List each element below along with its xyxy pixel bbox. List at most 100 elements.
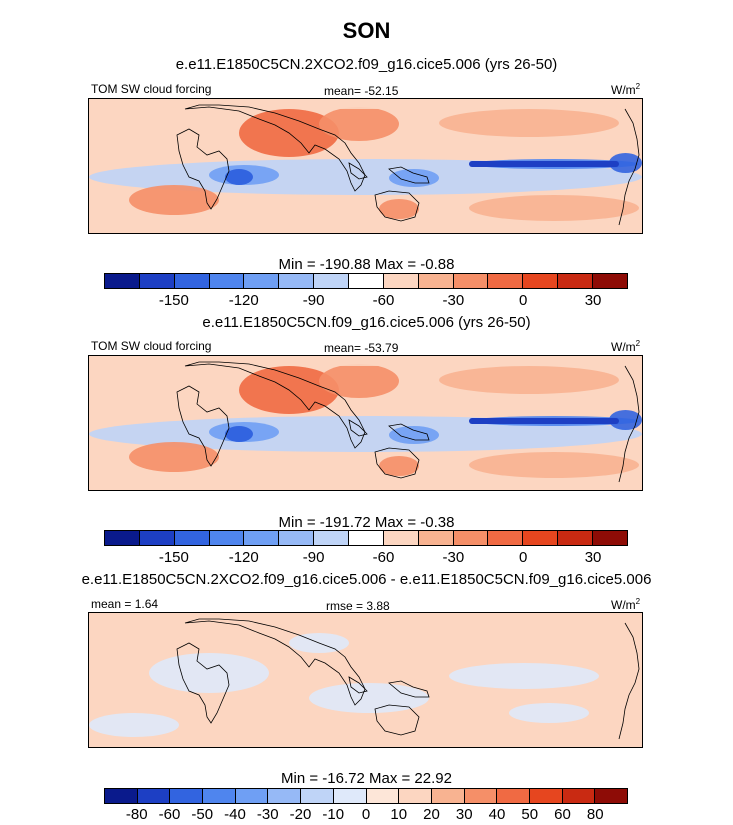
colorbar-tick-label: -90	[302, 549, 325, 566]
colorbar-swatch	[301, 789, 334, 803]
colorbar-swatch	[488, 274, 524, 288]
panel-3-map	[88, 612, 643, 748]
colorbar-tick-label: 30	[584, 292, 602, 309]
panel-1-units: W/m2	[611, 82, 641, 97]
colorbar-swatch	[174, 531, 210, 545]
colorbar-swatch	[105, 531, 140, 545]
panel-2-mean-label: mean= -53.79	[324, 341, 399, 355]
colorbar-swatch	[105, 789, 138, 803]
colorbar-tick-label: -50	[191, 806, 214, 823]
panel-1-colorbar-ticks: -150 -120 -90 -60 -30 0 30	[104, 292, 628, 310]
panel-3-rmse-label: rmse = 3.88	[326, 599, 390, 613]
panel-3-minmax: Min = -16.72 Max = 22.92	[281, 770, 452, 787]
colorbar-swatch	[170, 789, 204, 803]
colorbar-swatch	[244, 531, 280, 545]
colorbar-swatch	[593, 531, 627, 545]
colorbar-swatch	[418, 274, 454, 288]
colorbar-swatch	[235, 789, 269, 803]
colorbar-swatch	[209, 531, 245, 545]
panel-1-mean-label: mean= -52.15	[324, 84, 399, 98]
panel-3-title: e.e11.E1850C5CN.2XCO2.f09_g16.cice5.006 …	[81, 571, 652, 588]
colorbar-swatch	[562, 789, 596, 803]
colorbar-tick-label: 0	[519, 549, 528, 566]
colorbar-tick-label: -150	[158, 549, 189, 566]
colorbar-tick-label: 0	[361, 806, 371, 823]
colorbar-swatch	[529, 789, 563, 803]
colorbar-swatch	[349, 531, 384, 545]
panel-2-map	[88, 355, 643, 491]
colorbar-tick-label: -30	[442, 549, 465, 566]
colorbar-tick-label: 0	[519, 292, 528, 309]
colorbar-swatch	[523, 274, 559, 288]
colorbar-tick-label: -60	[372, 549, 395, 566]
colorbar-swatch	[418, 531, 454, 545]
colorbar-swatch	[497, 789, 530, 803]
panel-1-minmax: Min = -190.88 Max = -0.88	[278, 256, 455, 273]
colorbar-swatch	[139, 274, 175, 288]
colorbar-swatch	[558, 531, 594, 545]
colorbar-swatch	[349, 274, 384, 288]
colorbar-tick-label: 30	[584, 549, 602, 566]
colorbar-swatch	[314, 531, 350, 545]
colorbar-tick-label: -60	[372, 292, 395, 309]
colorbar-tick-label: -40	[224, 806, 246, 823]
colorbar-swatch	[399, 789, 432, 803]
colorbar-tick-label: -120	[228, 292, 259, 309]
colorbar-swatch	[595, 789, 627, 803]
colorbar-tick-label: -150	[158, 292, 189, 309]
colorbar-tick-label: -120	[228, 549, 259, 566]
colorbar-tick-label: 80	[586, 806, 604, 823]
colorbar-swatch	[453, 531, 489, 545]
colorbar-tick-label: -30	[442, 292, 465, 309]
colorbar-swatch	[268, 789, 302, 803]
colorbar-swatch	[105, 274, 140, 288]
colorbar-swatch	[314, 274, 350, 288]
panel-3-mean-label: mean = 1.64	[91, 597, 159, 611]
colorbar-tick-label: -20	[289, 806, 312, 823]
colorbar-tick-label: 10	[390, 806, 408, 823]
colorbar-tick-label: 40	[488, 806, 506, 823]
colorbar-tick-label: -60	[158, 806, 181, 823]
panel-2-variable-label: TOM SW cloud forcing	[91, 339, 212, 353]
colorbar-swatch	[383, 274, 419, 288]
colorbar-swatch	[383, 531, 419, 545]
colorbar-swatch	[431, 789, 465, 803]
colorbar-swatch	[523, 531, 559, 545]
colorbar-swatch	[139, 531, 175, 545]
panel-1-colorbar	[104, 273, 628, 289]
colorbar-swatch	[244, 274, 280, 288]
figure-title: SON	[342, 18, 391, 43]
colorbar-swatch	[333, 789, 367, 803]
colorbar-swatch	[464, 789, 498, 803]
panel-2-minmax: Min = -191.72 Max = -0.38	[278, 514, 455, 531]
colorbar-swatch	[203, 789, 236, 803]
panel-2-colorbar-ticks: -150 -120 -90 -60 -30 0 30	[104, 549, 628, 567]
colorbar-swatch	[137, 789, 171, 803]
colorbar-swatch	[366, 789, 400, 803]
panel-3-colorbar-ticks: -80 -60 -50 -40 -30 -20 -10 0 10 20 30 40 50 60 80	[104, 806, 628, 824]
colorbar-tick-label: -30	[256, 806, 279, 823]
colorbar-tick-label: 60	[554, 806, 571, 823]
panel-1-variable-label: TOM SW cloud forcing	[91, 82, 212, 96]
panel-3-colorbar	[104, 788, 628, 804]
panel-2-units: W/m2	[611, 339, 641, 354]
colorbar-swatch	[453, 274, 489, 288]
colorbar-tick-label: 20	[423, 806, 440, 823]
colorbar-swatch	[593, 274, 627, 288]
panel-1-title: e.e11.E1850C5CN.2XCO2.f09_g16.cice5.006 …	[175, 56, 558, 73]
panel-1-map	[88, 98, 643, 234]
colorbar-tick-label: -80	[125, 806, 148, 823]
panel-2-title: e.e11.E1850C5CN.f09_g16.cice5.006 (yrs 2…	[202, 314, 531, 331]
panel-2-colorbar	[104, 530, 628, 546]
colorbar-swatch	[209, 274, 245, 288]
colorbar-swatch	[279, 531, 315, 545]
panel-3-units: W/m2	[611, 597, 641, 612]
colorbar-swatch	[174, 274, 210, 288]
colorbar-tick-label: -10	[322, 806, 345, 823]
colorbar-swatch	[558, 274, 594, 288]
colorbar-tick-label: 50	[521, 806, 539, 823]
colorbar-tick-label: -90	[302, 292, 325, 309]
colorbar-swatch	[279, 274, 315, 288]
colorbar-tick-label: 30	[455, 806, 473, 823]
colorbar-swatch	[488, 531, 524, 545]
